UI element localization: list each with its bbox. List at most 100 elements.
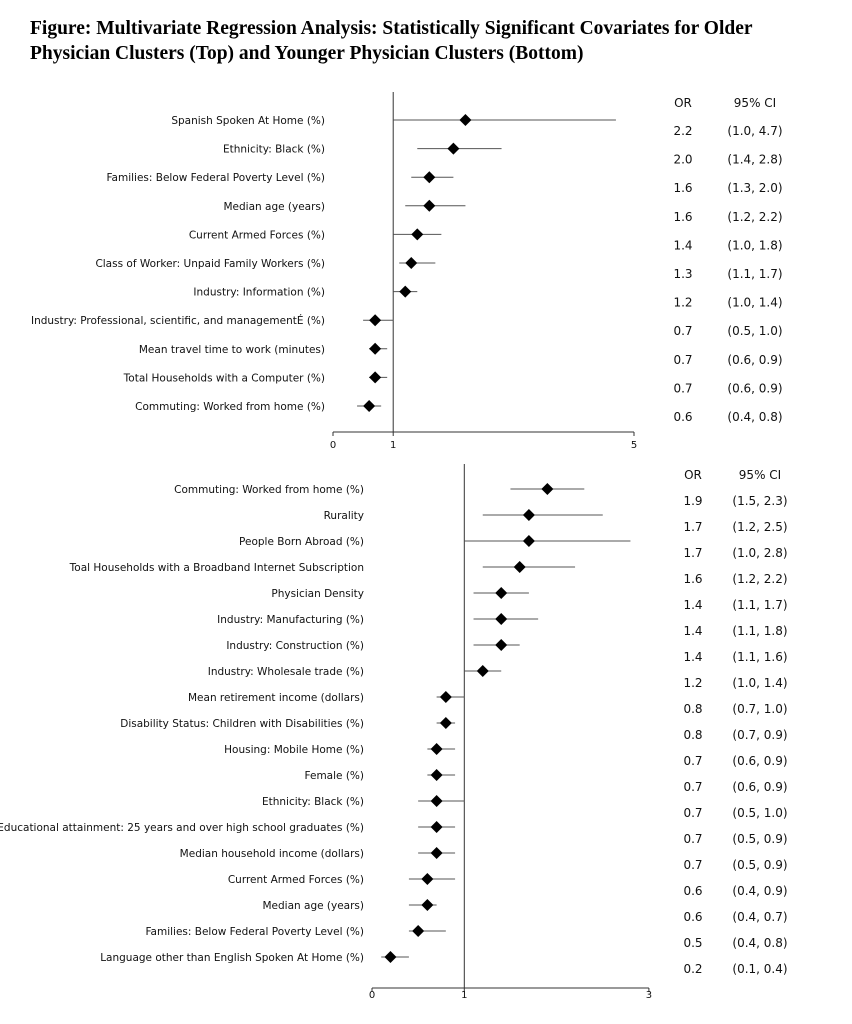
covariate-label: Industry: Wholesale trade (%) <box>208 666 364 678</box>
or-value: 1.2 <box>683 676 702 690</box>
or-marker <box>447 142 460 155</box>
or-value: 1.4 <box>683 598 702 612</box>
ci-value: (0.4, 0.9) <box>732 884 787 898</box>
or-marker <box>430 743 443 755</box>
covariate-label: Spanish Spoken At Home (%) <box>171 115 325 127</box>
ci-column-header: 95% CI <box>739 468 781 482</box>
covariate-label: Physician Density <box>271 588 364 600</box>
or-marker <box>369 342 382 355</box>
x-tick-label: 1 <box>390 440 396 451</box>
or-value: 0.7 <box>683 806 702 820</box>
or-marker <box>495 639 508 651</box>
or-value: 1.4 <box>673 238 692 252</box>
covariate-label: Median household income (dollars) <box>180 848 364 860</box>
or-value: 0.7 <box>683 858 702 872</box>
ci-value: (1.1, 1.7) <box>727 267 782 281</box>
ci-value: (1.5, 2.3) <box>732 494 787 508</box>
x-tick-label: 3 <box>646 990 652 1001</box>
or-value: 1.2 <box>673 296 692 310</box>
ci-value: (0.6, 0.9) <box>727 381 782 395</box>
ci-value: (1.2, 2.2) <box>732 572 787 586</box>
or-value: 0.7 <box>673 381 692 395</box>
covariate-label: Industry: Manufacturing (%) <box>217 614 364 626</box>
covariate-label: Families: Below Federal Poverty Level (%… <box>106 172 325 184</box>
or-marker <box>476 665 489 677</box>
ci-value: (1.2, 2.5) <box>732 520 787 534</box>
covariate-label: Commuting: Worked from home (%) <box>135 401 325 413</box>
covariate-label: Median age (years) <box>223 201 325 213</box>
or-column-header: OR <box>674 96 692 110</box>
or-marker <box>459 114 472 126</box>
or-value: 0.6 <box>683 910 702 924</box>
ci-value: (1.0, 1.4) <box>727 296 782 310</box>
covariate-label: Mean retirement income (dollars) <box>188 692 364 704</box>
ci-value: (0.5, 1.0) <box>727 324 782 338</box>
ci-value: (0.5, 1.0) <box>732 806 787 820</box>
ci-value: (1.4, 2.8) <box>727 153 782 167</box>
or-marker <box>421 899 434 911</box>
or-marker <box>439 717 452 729</box>
or-value: 0.6 <box>673 410 692 424</box>
or-marker <box>495 613 508 625</box>
covariate-label: Educational attainment: 25 years and ove… <box>0 822 364 834</box>
covariate-label: Current Armed Forces (%) <box>228 874 364 886</box>
covariate-label: Rurality <box>324 510 364 522</box>
covariate-label: Disability Status: Children with Disabil… <box>120 718 364 730</box>
covariate-label: People Born Abroad (%) <box>239 536 364 548</box>
ci-value: (1.0, 2.8) <box>732 546 787 560</box>
covariate-label: Industry: Information (%) <box>193 287 325 299</box>
covariate-label: Industry: Construction (%) <box>226 640 364 652</box>
x-tick-label: 5 <box>631 440 637 451</box>
ci-value: (0.1, 0.4) <box>732 962 787 976</box>
covariate-label: Families: Below Federal Poverty Level (%… <box>145 926 364 938</box>
covariate-label: Ethnicity: Black (%) <box>223 144 325 156</box>
or-marker <box>399 285 412 298</box>
ci-value: (0.7, 0.9) <box>732 728 787 742</box>
ci-value: (0.6, 0.9) <box>732 780 787 794</box>
covariate-label: Female (%) <box>305 770 364 782</box>
or-value: 1.4 <box>683 624 702 638</box>
or-marker <box>430 769 443 781</box>
or-value: 1.4 <box>683 650 702 664</box>
ci-value: (0.5, 0.9) <box>732 858 787 872</box>
or-column-header: OR <box>684 468 702 482</box>
or-marker <box>384 951 397 963</box>
or-marker <box>439 691 452 703</box>
ci-value: (1.0, 1.4) <box>732 676 787 690</box>
ci-value: (0.4, 0.8) <box>727 410 782 424</box>
or-value: 1.7 <box>683 546 702 560</box>
or-marker <box>423 199 436 212</box>
or-marker <box>421 873 434 885</box>
or-marker <box>369 371 382 384</box>
ci-value: (1.2, 2.2) <box>727 210 782 224</box>
covariate-label: Median age (years) <box>262 900 364 912</box>
or-value: 0.8 <box>683 702 702 716</box>
or-marker <box>513 561 526 573</box>
or-marker <box>495 587 508 599</box>
x-tick-label: 1 <box>461 990 467 1001</box>
ci-value: (0.6, 0.9) <box>727 353 782 367</box>
or-value: 0.5 <box>683 936 702 950</box>
or-marker <box>411 228 424 241</box>
or-value: 0.6 <box>683 884 702 898</box>
ci-value: (0.4, 0.8) <box>732 936 787 950</box>
or-value: 1.3 <box>673 267 692 281</box>
covariate-label: Class of Worker: Unpaid Family Workers (… <box>95 258 325 270</box>
or-value: 0.7 <box>673 353 692 367</box>
or-marker <box>430 847 443 859</box>
covariate-label: Current Armed Forces (%) <box>189 229 325 241</box>
or-value: 1.6 <box>673 181 692 195</box>
covariate-label: Language other than English Spoken At Ho… <box>100 952 364 964</box>
ci-value: (0.7, 1.0) <box>732 702 787 716</box>
ci-value: (1.1, 1.8) <box>732 624 787 638</box>
or-value: 0.7 <box>683 780 702 794</box>
or-marker <box>412 925 425 937</box>
or-marker <box>522 509 535 521</box>
or-value: 0.2 <box>683 962 702 976</box>
ci-value: (1.1, 1.6) <box>732 650 787 664</box>
or-marker <box>430 821 443 833</box>
ci-column-header: 95% CI <box>734 96 776 110</box>
covariate-label: Housing: Mobile Home (%) <box>224 744 364 756</box>
or-value: 0.7 <box>683 832 702 846</box>
